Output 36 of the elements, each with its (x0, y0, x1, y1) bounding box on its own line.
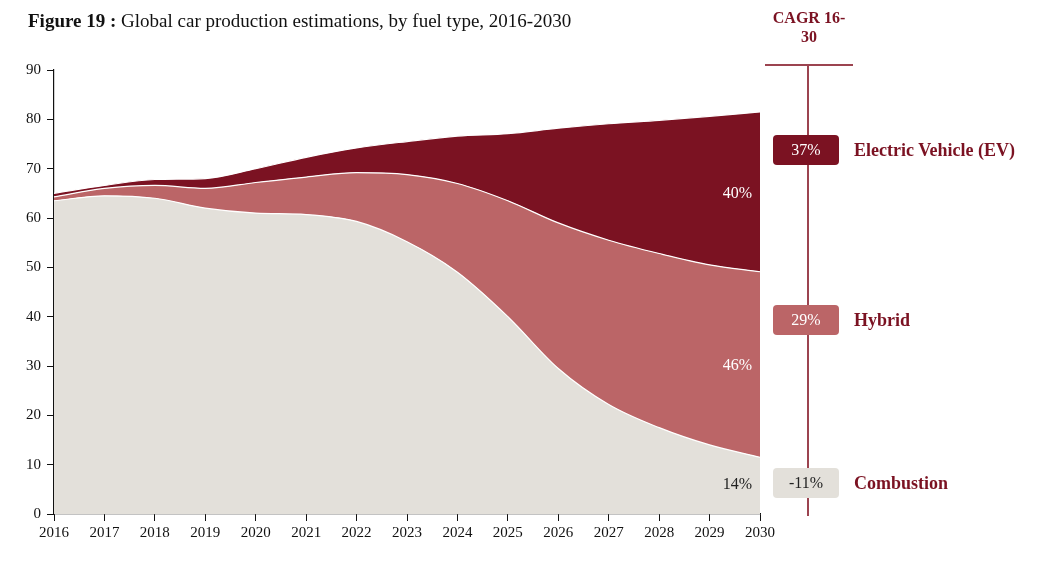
y-tick-label: 50 (26, 258, 41, 275)
x-tick-label: 2016 (39, 523, 70, 540)
annotation: 40% (722, 183, 752, 201)
legend-label: Hybrid (854, 309, 911, 331)
legend-label: Combustion (854, 472, 949, 494)
text: 37% (773, 135, 839, 165)
y-tick-label: 80 (26, 110, 41, 127)
x-tick-label: 2030 (745, 523, 775, 540)
chart-title: Figure 19 : Global car production estimations, by fuel type, 2016-2030 (28, 10, 572, 32)
annotation: 14% (722, 474, 752, 492)
y-tick-label: 30 (26, 356, 41, 373)
x-tick-label: 2021 (291, 523, 322, 540)
y-tick-label: 90 (26, 60, 41, 77)
x-tick-label: 2017 (89, 523, 120, 540)
x-tick-label: 2027 (593, 523, 625, 540)
y-tick-label: 40 (26, 307, 41, 324)
y-tick-label: 60 (26, 208, 41, 225)
x-tick-label: 2026 (543, 523, 574, 540)
x-tick-label: 2023 (392, 523, 422, 540)
y-tick-label: 20 (26, 406, 41, 423)
legend-title: CAGR 16-30 (771, 8, 847, 46)
y-tick-label: 0 (33, 504, 41, 521)
annotation: 46% (722, 356, 752, 374)
x-tick-label: 2025 (492, 523, 523, 540)
x-tick-label: 2019 (190, 523, 221, 540)
y-tick-label: 70 (26, 159, 41, 176)
legend-label: Electric Vehicle (EV) (854, 139, 1015, 161)
x-tick-label: 2018 (139, 523, 170, 540)
y-tick-label: 10 (26, 455, 41, 472)
text: -11% (773, 468, 839, 498)
x-tick-label: 2020 (240, 523, 271, 540)
x-tick-label: 2028 (644, 523, 675, 540)
x-tick-label: 2022 (341, 523, 372, 540)
x-tick-label: 2029 (694, 523, 725, 540)
text: 29% (773, 305, 839, 335)
x-tick-label: 2024 (442, 523, 473, 540)
